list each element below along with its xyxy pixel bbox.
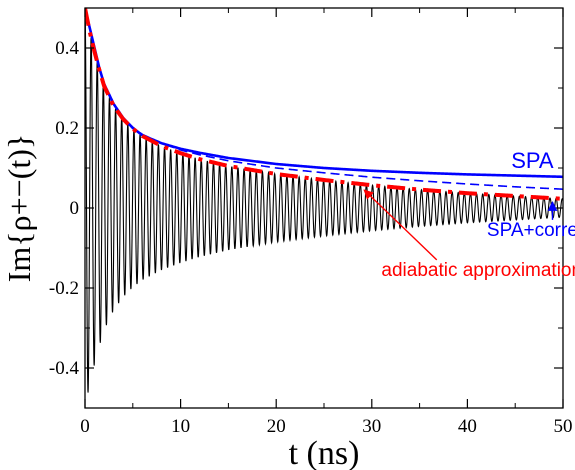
y-tick-label: 0.4 bbox=[55, 38, 79, 59]
y-tick-label: -0.2 bbox=[49, 278, 79, 299]
series-spa-line bbox=[85, 8, 563, 179]
annotation-adiabatic-arrow bbox=[363, 189, 438, 261]
ticks-layer: 0 10 20 30 40 50 -0.4 -0.2 0 0.2 0.4 bbox=[49, 7, 573, 437]
x-tick-label: 0 bbox=[80, 416, 90, 437]
x-tick-label: 20 bbox=[267, 416, 286, 437]
annotation-layer: SPA SPA+correction adiabatic approximation bbox=[363, 148, 575, 281]
y-tick-label: 0 bbox=[70, 198, 80, 219]
x-tick-label: 50 bbox=[554, 416, 573, 437]
annotation-adiabatic: adiabatic approximation bbox=[381, 260, 575, 281]
series-spa-correction-line bbox=[85, 8, 563, 190]
y-tick-label: -0.4 bbox=[49, 358, 80, 379]
y-tick-label: 0.2 bbox=[55, 118, 79, 139]
x-tick-label: 10 bbox=[171, 416, 190, 437]
y-axis-label: Im{ρ+−(t)} bbox=[1, 134, 37, 283]
annotation-spa: SPA bbox=[511, 148, 554, 173]
series-layer bbox=[85, 8, 563, 393]
x-tick-label: 30 bbox=[362, 416, 381, 437]
series-exact-line bbox=[85, 8, 563, 393]
annotation-spa-correction: SPA+correction bbox=[487, 220, 575, 241]
x-tick-label: 40 bbox=[458, 416, 477, 437]
x-axis-label: t (ns) bbox=[289, 435, 360, 470]
series-adiabatic-line bbox=[85, 8, 563, 201]
